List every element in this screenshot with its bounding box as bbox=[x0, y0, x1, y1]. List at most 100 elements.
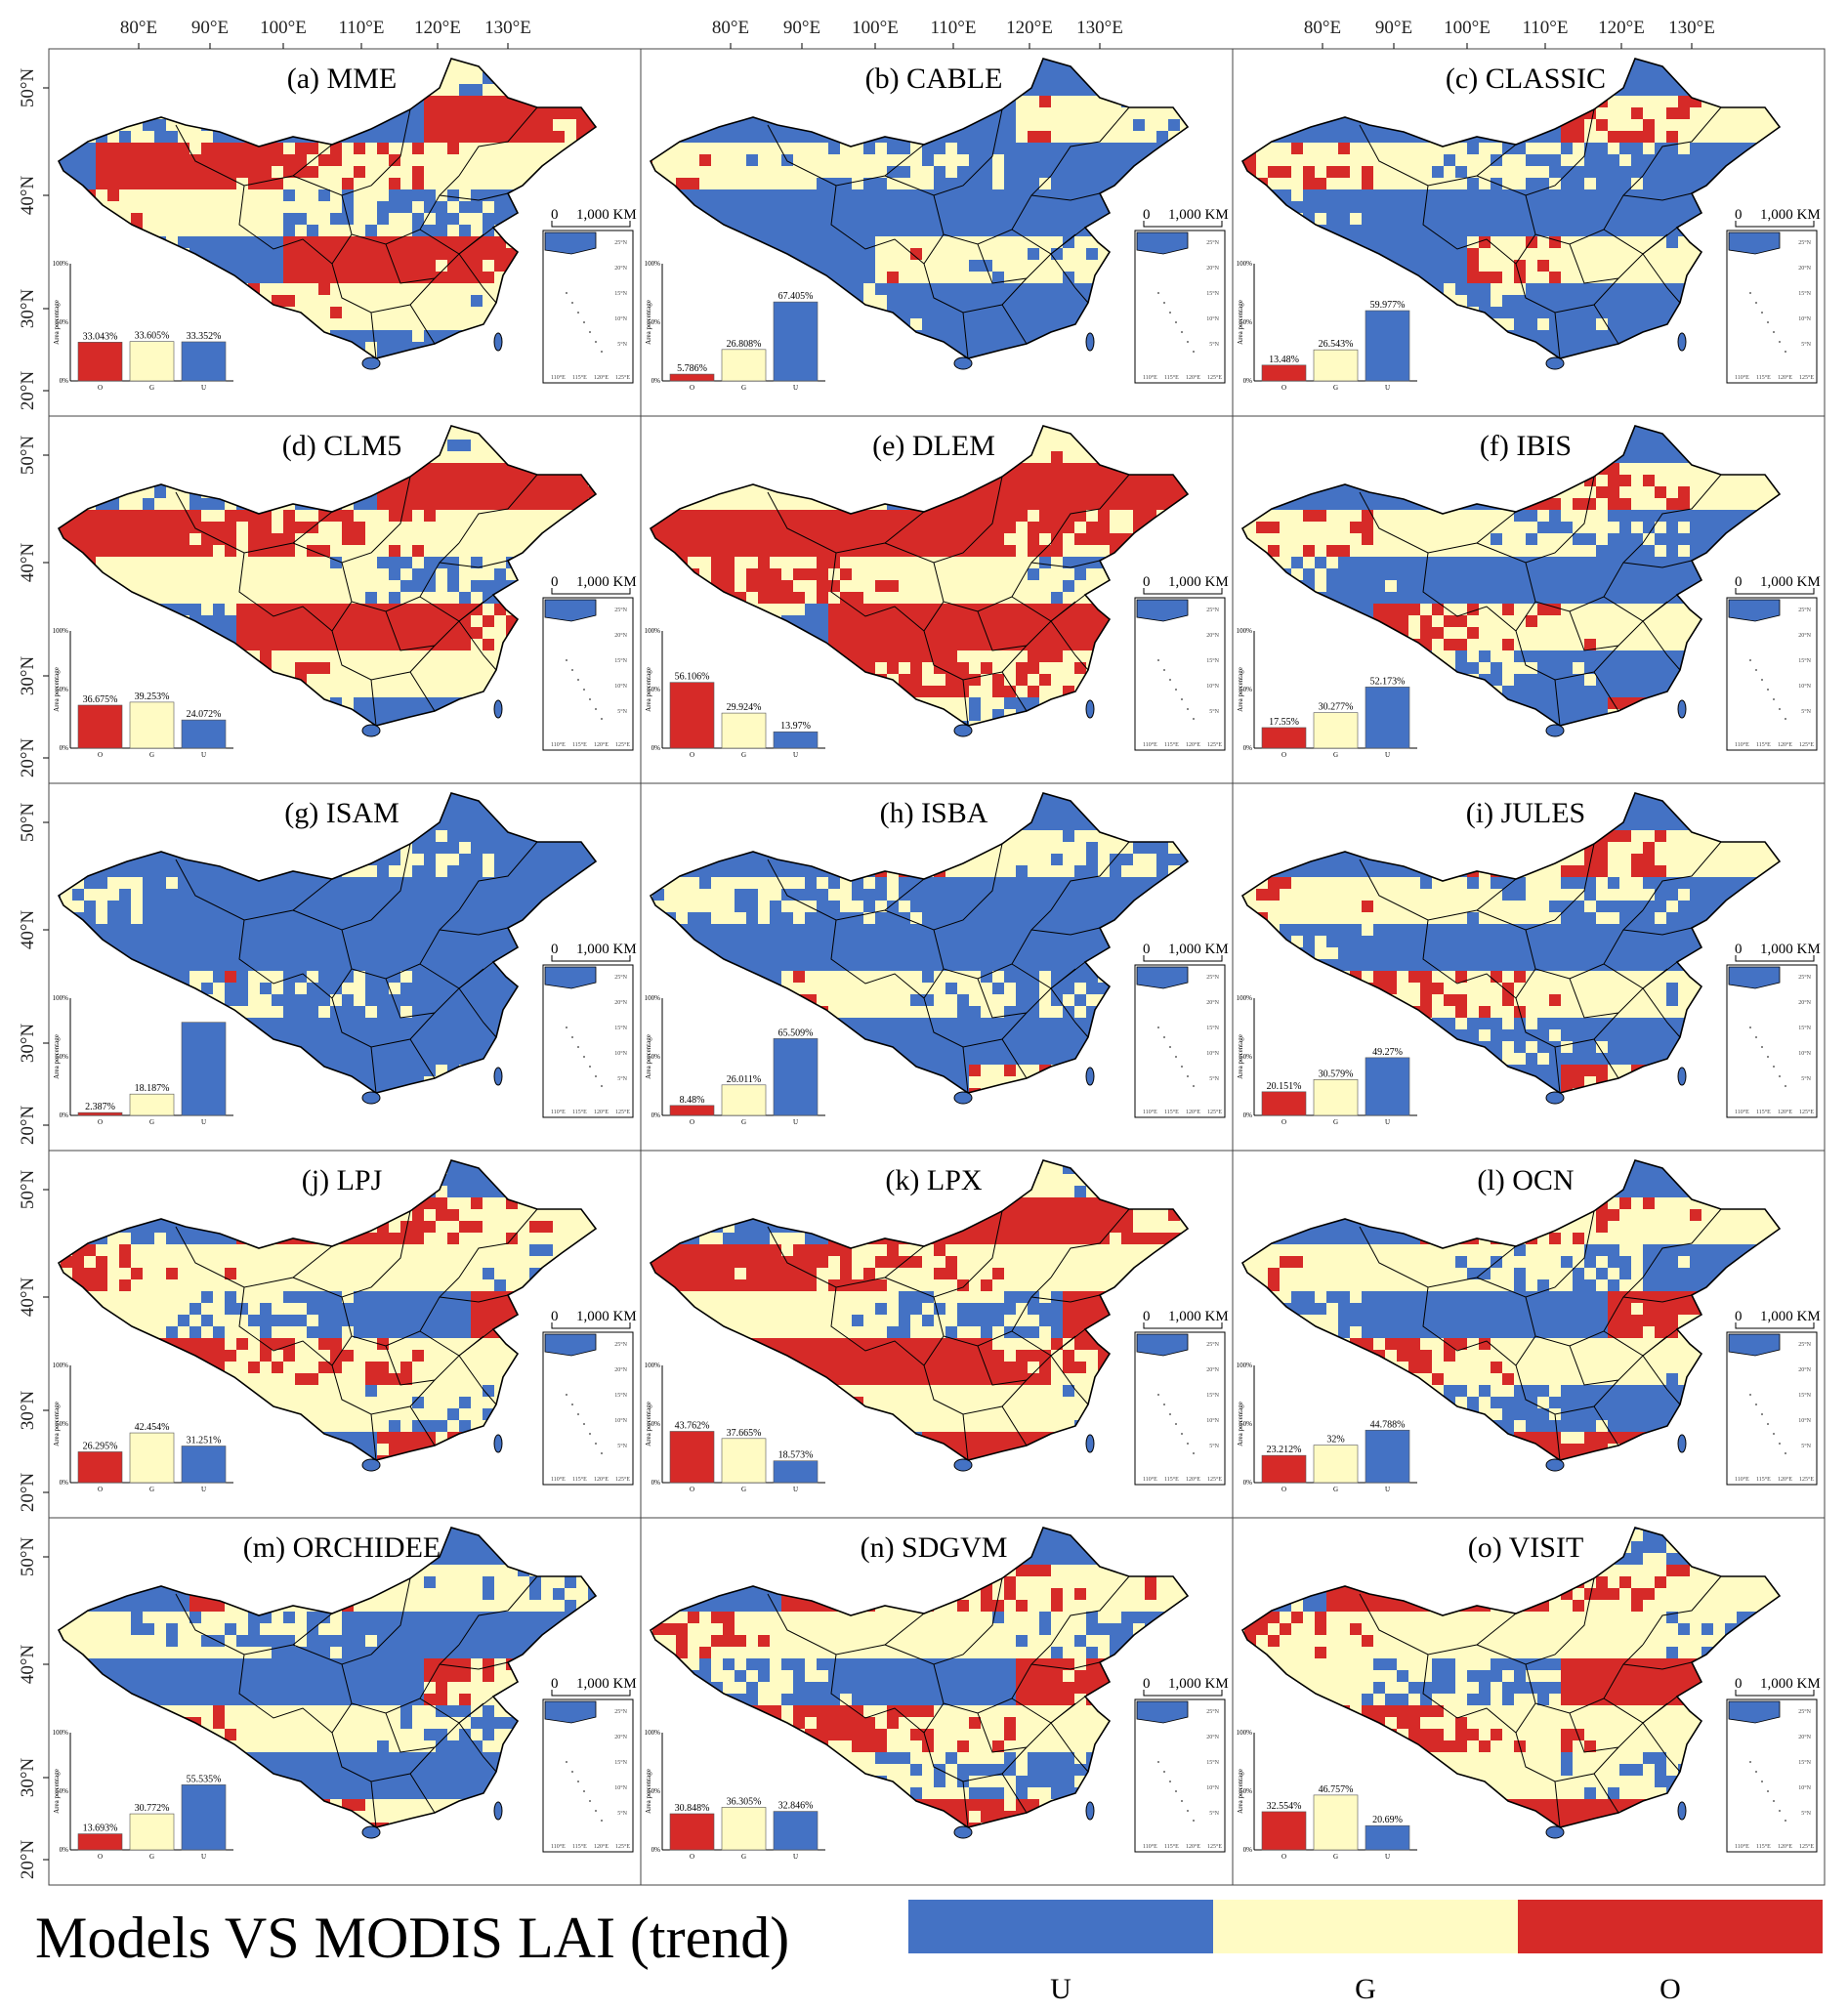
grid-cell bbox=[354, 307, 365, 318]
grid-cell bbox=[272, 533, 283, 545]
grid-cell bbox=[154, 592, 166, 604]
grid-cell bbox=[412, 510, 424, 522]
grid-cell bbox=[178, 568, 189, 580]
grid-cell bbox=[1748, 131, 1760, 143]
grid-cell bbox=[781, 178, 793, 189]
grid-cell bbox=[436, 510, 447, 522]
grid-cell bbox=[1086, 178, 1098, 189]
grid-cell bbox=[330, 189, 342, 201]
grid-cell bbox=[758, 154, 770, 166]
grid-cell bbox=[817, 248, 828, 260]
china-outline bbox=[649, 58, 1190, 359]
grid-cell bbox=[295, 260, 307, 272]
bar-g bbox=[721, 349, 767, 382]
grid-cell bbox=[945, 143, 957, 154]
inset-island bbox=[1175, 321, 1177, 323]
grid-cell bbox=[377, 498, 389, 510]
bar-u bbox=[1365, 310, 1410, 382]
grid-cell bbox=[1016, 154, 1028, 166]
grid-cell bbox=[248, 201, 260, 213]
grid-cell bbox=[377, 307, 389, 318]
grid-cell bbox=[1350, 178, 1362, 189]
grid-cell bbox=[377, 580, 389, 592]
grid-cell bbox=[1121, 119, 1133, 131]
grid-cell bbox=[1397, 154, 1408, 166]
grid-cell bbox=[899, 189, 910, 201]
grid-cell bbox=[1526, 225, 1537, 236]
grid-cell bbox=[1315, 178, 1326, 189]
grid-cell bbox=[957, 260, 969, 272]
grid-cell bbox=[272, 627, 283, 639]
grid-cell bbox=[1537, 236, 1549, 248]
grid-cell bbox=[945, 166, 957, 178]
grid-cell bbox=[131, 143, 143, 154]
grid-cell bbox=[436, 580, 447, 592]
grid-cell bbox=[225, 615, 236, 627]
grid-cell bbox=[1016, 213, 1028, 225]
grid-cell bbox=[424, 236, 436, 248]
grid-cell bbox=[447, 568, 459, 580]
grid-cell bbox=[471, 131, 483, 143]
grid-cell bbox=[494, 510, 506, 522]
inset-lon-tick: 120°E bbox=[1778, 374, 1792, 381]
grid-cell bbox=[565, 107, 576, 119]
grid-cell bbox=[494, 178, 506, 189]
grid-cell bbox=[201, 510, 213, 522]
grid-cell bbox=[1385, 154, 1397, 166]
grid-cell bbox=[143, 580, 154, 592]
grid-cell bbox=[201, 604, 213, 615]
grid-cell bbox=[365, 295, 377, 307]
grid-cell bbox=[1526, 166, 1537, 178]
grid-cell bbox=[1678, 248, 1690, 260]
grid-cell bbox=[723, 143, 735, 154]
grid-cell bbox=[969, 307, 981, 318]
grid-cell bbox=[1051, 178, 1063, 189]
grid-cell bbox=[1596, 213, 1608, 225]
grid-cell bbox=[295, 522, 307, 533]
grid-cell bbox=[565, 131, 576, 143]
grid-cell bbox=[1549, 131, 1561, 143]
grid-cell bbox=[1573, 166, 1584, 178]
grid-cell bbox=[447, 283, 459, 295]
grid-cell bbox=[1303, 166, 1315, 178]
grid-cell bbox=[1326, 154, 1338, 166]
grid-cell bbox=[1573, 307, 1584, 318]
grid-cell bbox=[260, 178, 272, 189]
grid-cell bbox=[1631, 107, 1643, 119]
grid-cell bbox=[1655, 225, 1666, 236]
grid-cell bbox=[934, 260, 945, 272]
grid-cell bbox=[225, 604, 236, 615]
grid-cell bbox=[1016, 201, 1028, 213]
grid-cell bbox=[565, 498, 576, 510]
grid-cell bbox=[910, 189, 922, 201]
grid-cell bbox=[1051, 166, 1063, 178]
grid-cell bbox=[758, 178, 770, 189]
inset-island bbox=[589, 331, 591, 333]
grid-cell bbox=[201, 166, 213, 178]
grid-cell bbox=[1643, 260, 1655, 272]
grid-cell bbox=[1455, 189, 1467, 201]
grid-cell bbox=[483, 119, 494, 131]
scale-bar-label: 1,000 KM bbox=[576, 207, 637, 223]
grid-cell bbox=[471, 260, 483, 272]
grid-cell bbox=[342, 283, 354, 295]
grid-cell bbox=[318, 213, 330, 225]
grid-cell bbox=[295, 236, 307, 248]
grid-cell bbox=[494, 119, 506, 131]
inset-lat-tick: 15°N bbox=[1206, 290, 1219, 297]
grid-cell bbox=[213, 533, 225, 545]
grid-cell bbox=[1690, 166, 1701, 178]
grid-cell bbox=[436, 213, 447, 225]
grid-cell bbox=[699, 166, 711, 178]
grid-cell bbox=[154, 225, 166, 236]
grid-cell bbox=[436, 119, 447, 131]
grid-cell bbox=[1502, 143, 1514, 154]
grid-cell bbox=[1573, 189, 1584, 201]
grid-cell bbox=[518, 119, 529, 131]
grid-cell bbox=[424, 533, 436, 545]
grid-cell bbox=[272, 615, 283, 627]
grid-cell bbox=[354, 178, 365, 189]
grid-cell bbox=[248, 533, 260, 545]
grid-cell bbox=[389, 580, 400, 592]
